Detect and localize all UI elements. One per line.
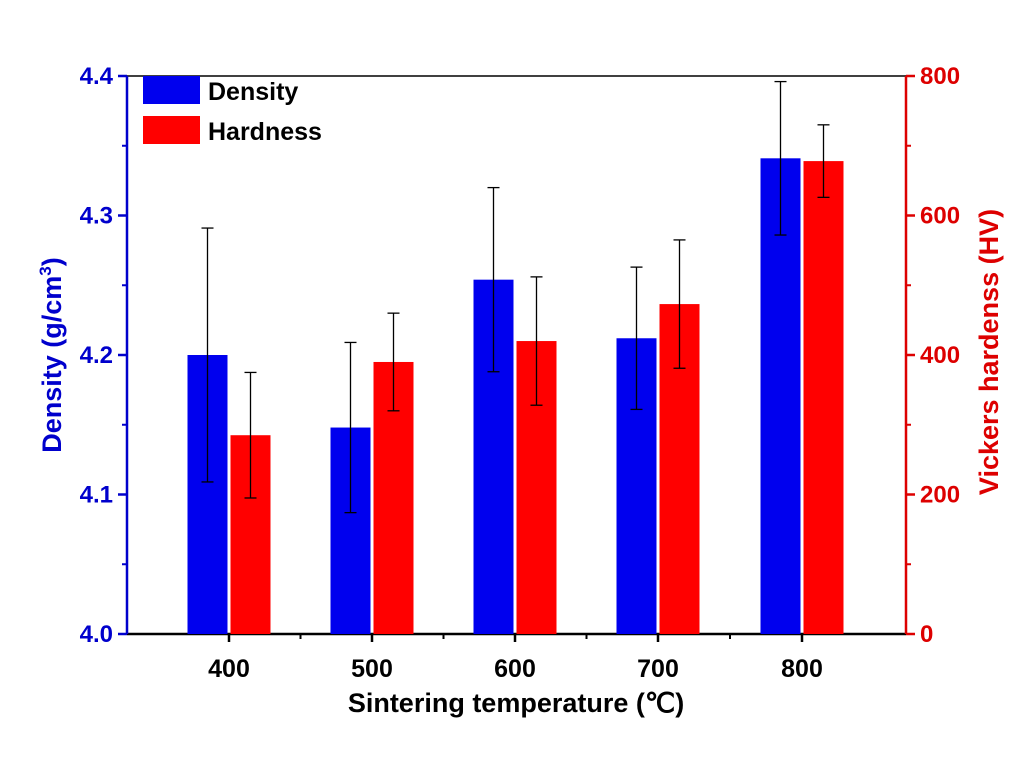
left-axis-title-end: ) — [37, 257, 67, 266]
ticks-layer: 4.0 4.1 4.2 4.3 4.4 0 200 400 600 800 400 500 600 700… — [80, 63, 960, 683]
right-tick-label: 400 — [920, 342, 960, 369]
right-tick-label: 200 — [920, 482, 960, 509]
legend-swatch-hardness — [143, 116, 200, 144]
left-axis-title-main: Density (g/cm — [37, 276, 67, 453]
x-tick-label: 500 — [351, 655, 393, 683]
x-tick-label: 700 — [637, 655, 679, 683]
bars-layer — [187, 80, 844, 634]
right-tick-label: 600 — [920, 203, 960, 230]
bar-hardness-800 — [803, 161, 844, 634]
legend-label-density: Density — [208, 78, 298, 106]
legend: Density Hardness — [143, 76, 322, 146]
bar-density-800 — [760, 158, 801, 634]
legend-swatch-density — [143, 76, 200, 104]
left-tick-label: 4.1 — [80, 482, 113, 509]
left-tick-label: 4.4 — [80, 63, 114, 90]
x-tick-label: 400 — [208, 655, 250, 683]
x-tick-label: 800 — [781, 655, 823, 683]
legend-label-hardness: Hardness — [208, 118, 322, 146]
right-tick-label: 800 — [920, 63, 960, 90]
left-tick-label: 4.2 — [80, 342, 113, 369]
right-tick-label: 0 — [920, 621, 933, 648]
right-axis-title: Vickers hardenss (HV) — [974, 209, 1004, 495]
left-axis-title-sup: 3 — [36, 266, 55, 275]
left-axis-title: Density (g/cm3) — [36, 257, 67, 453]
left-tick-label: 4.3 — [80, 203, 113, 230]
x-axis-title: Sintering temperature (℃) — [348, 688, 684, 718]
left-tick-label: 4.0 — [80, 621, 113, 648]
x-tick-label: 600 — [494, 655, 536, 683]
